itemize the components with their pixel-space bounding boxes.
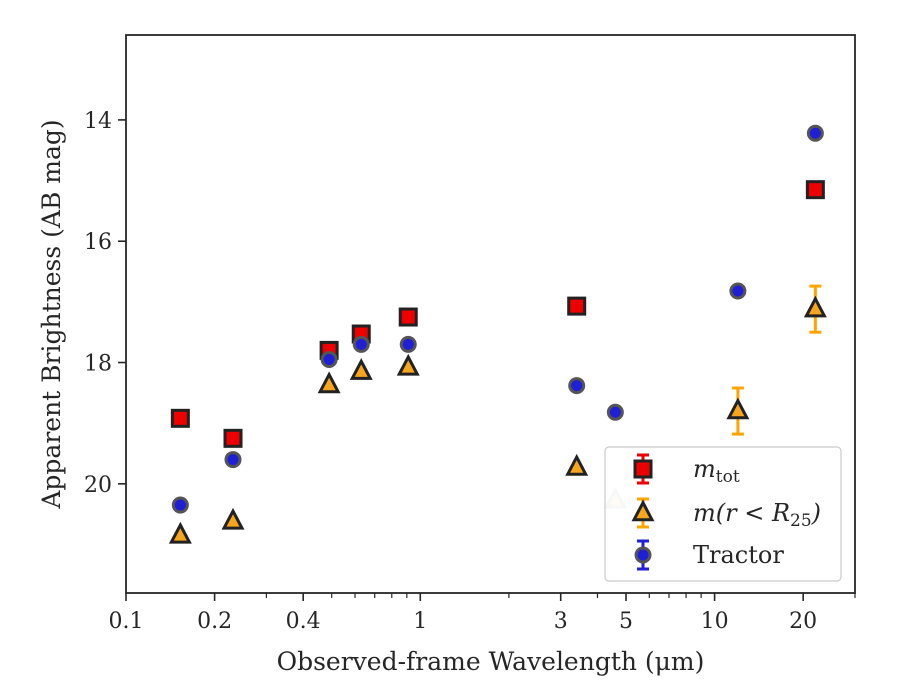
series-circle: [171, 124, 824, 514]
x-tick-label: 10: [701, 609, 729, 634]
legend-label-close: ): [811, 499, 821, 527]
x-tick-label: 3: [554, 609, 568, 634]
legend-label: Tractor: [693, 541, 784, 569]
triangle-point: [168, 521, 192, 544]
plot-frame: [125, 34, 856, 594]
square-point: [567, 296, 587, 316]
triangle-point: [726, 397, 750, 420]
x-tick-label: 1: [413, 609, 427, 634]
legend-marker-circle: [634, 546, 652, 564]
y-axis-label: Apparent Brightness (AB mag): [37, 119, 66, 509]
triangle-point: [317, 371, 341, 394]
legend-label-subscript: 25: [790, 511, 812, 531]
legend-label: m(r < R25): [693, 499, 821, 531]
x-tick-label: 0.4: [286, 609, 321, 634]
x-tick-label: 0.2: [197, 609, 232, 634]
y-axis-ticks: 14 16 18 20: [84, 109, 126, 498]
triangle-point: [803, 295, 827, 318]
square-point: [398, 307, 418, 327]
x-axis-ticks: 0.1 0.2 0.4 1 3 5 10 20: [109, 593, 856, 634]
legend-box: [604, 446, 842, 582]
square-point: [223, 428, 243, 448]
x-tick-label: 20: [789, 609, 817, 634]
square-point: [170, 408, 190, 428]
legend: mtot m(r < R25) Tractor: [604, 446, 842, 582]
legend-label: mtot: [693, 455, 740, 487]
legend-label-subscript: tot: [716, 467, 740, 487]
x-axis-label: Observed-frame Wavelength (μm): [277, 647, 705, 676]
square-point: [805, 180, 825, 200]
y-tick-label: 20: [84, 473, 112, 498]
triangle-point: [396, 353, 420, 376]
triangle-point: [565, 453, 589, 476]
x-tick-label: 0.1: [109, 609, 144, 634]
triangle-point: [349, 358, 373, 380]
y-tick-label: 16: [84, 230, 112, 255]
y-tick-label: 18: [84, 352, 112, 377]
legend-marker-square: [633, 459, 653, 479]
legend-label-main: m: [693, 455, 716, 483]
triangle-point: [221, 507, 245, 530]
y-tick-label: 14: [84, 109, 112, 134]
x-tick-label: 5: [619, 609, 633, 634]
series-square: [170, 180, 825, 448]
legend-label-main: m(r < R: [693, 499, 790, 527]
legend-marker-triangle: [631, 499, 655, 522]
